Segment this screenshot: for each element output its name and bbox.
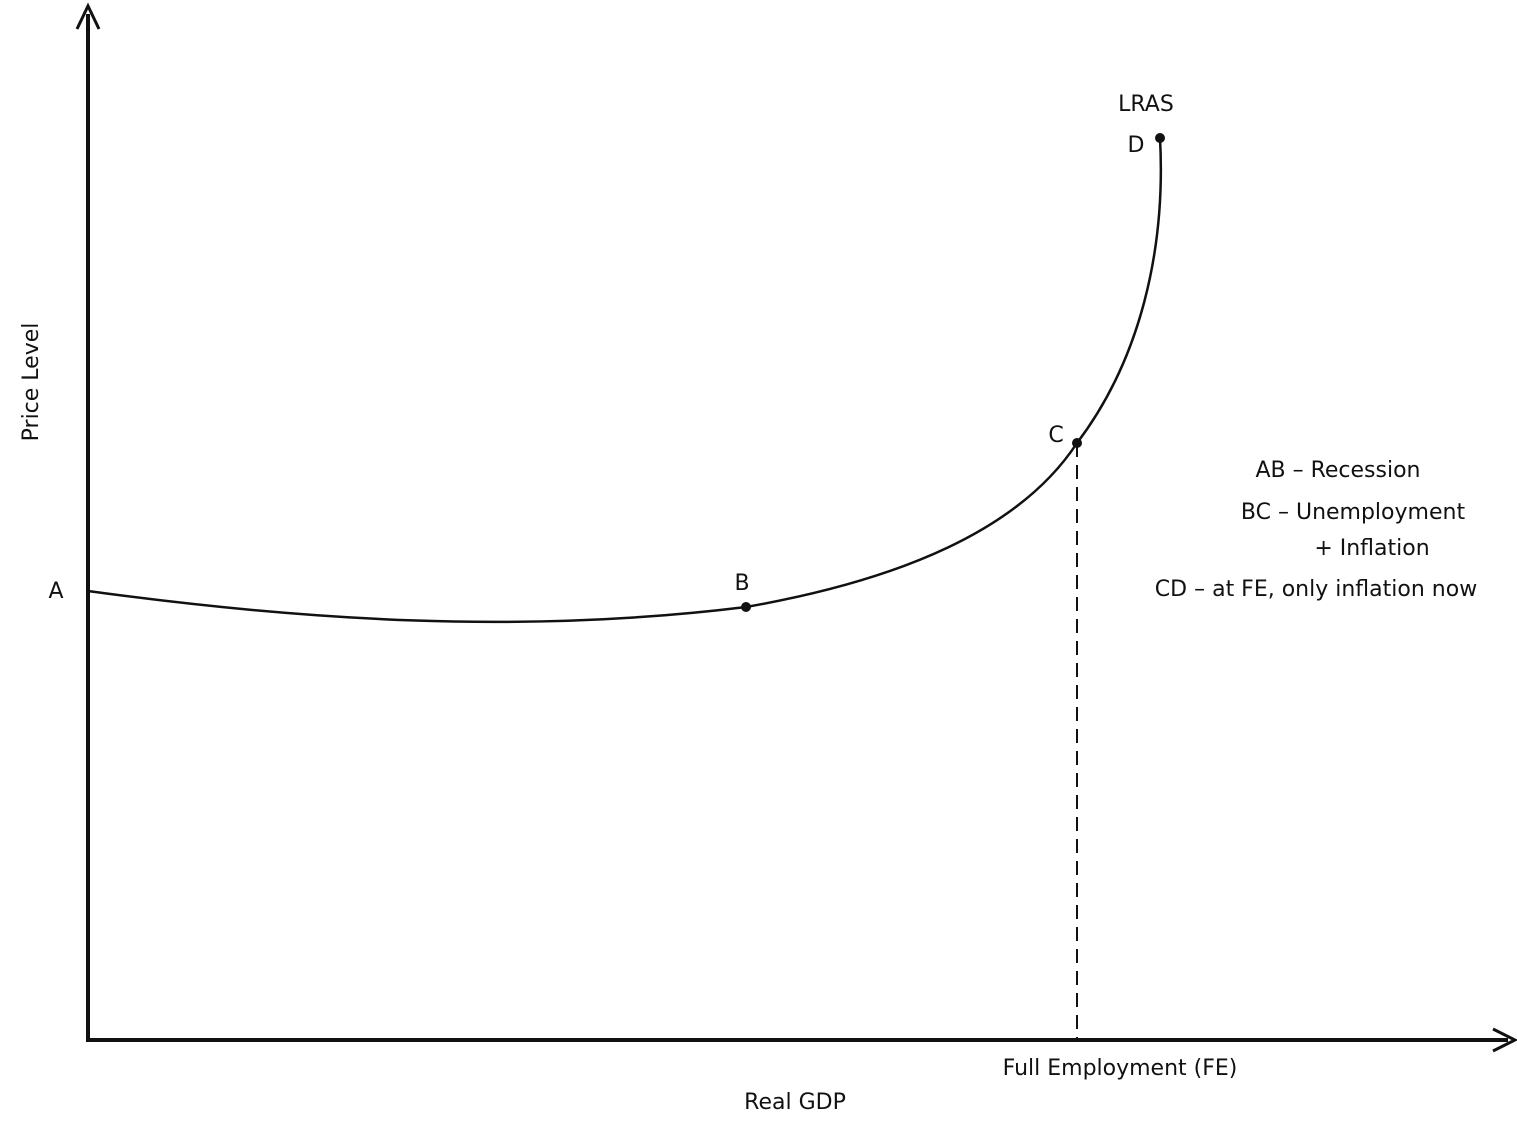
point-c-marker	[1072, 438, 1082, 448]
legend-ab: AB – Recession	[1255, 458, 1420, 483]
point-c-label: C	[1048, 423, 1063, 448]
full-employment-label: Full Employment (FE)	[1003, 1056, 1238, 1081]
x-axis-label: Real GDP	[744, 1090, 846, 1115]
lras-label: LRAS	[1118, 92, 1174, 117]
y-axis-arrow	[75, 2, 101, 30]
point-b-marker	[741, 602, 751, 612]
legend-cd: CD – at FE, only inflation now	[1155, 577, 1477, 602]
point-b-label: B	[734, 571, 749, 596]
y-axis-label: Price Level	[19, 323, 44, 442]
legend-bc: BC – Unemployment	[1241, 500, 1466, 525]
point-d-marker	[1155, 133, 1165, 143]
point-d-label: D	[1128, 133, 1145, 158]
legend-bc-inflation: + Inflation	[1314, 536, 1429, 561]
lras-curve	[87, 137, 1163, 624]
x-axis-arrow	[1492, 1027, 1517, 1053]
point-a-label: A	[48, 579, 63, 604]
